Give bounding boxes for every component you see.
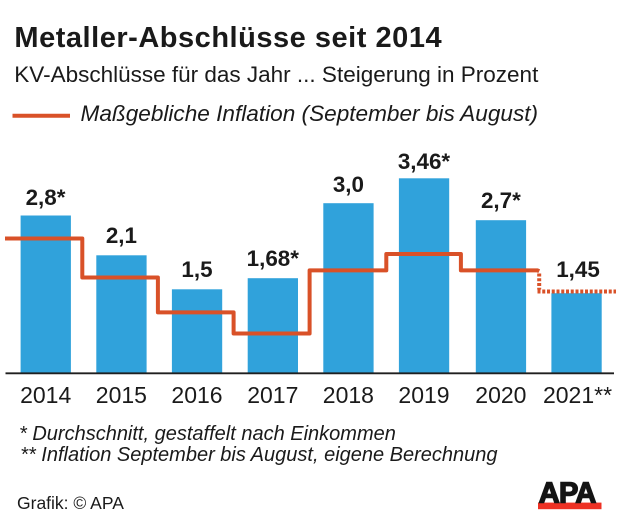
svg-text:APA: APA — [539, 478, 597, 510]
